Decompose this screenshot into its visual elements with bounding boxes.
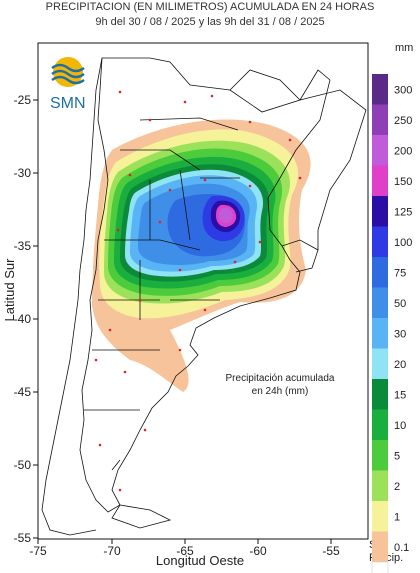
legend-swatch <box>372 135 388 166</box>
legend-level-label: 125 <box>394 206 412 218</box>
y-tick-label: -55 <box>14 531 32 545</box>
legend-swatch <box>372 440 388 471</box>
legend-level-label: 50 <box>394 298 406 310</box>
legend-swatch <box>372 318 388 349</box>
legend-level-label: 30 <box>394 328 406 340</box>
y-tick-label: -35 <box>14 239 32 253</box>
legend-swatch <box>372 287 388 318</box>
legend: mm Sin Precip. 3002502001501251007550302… <box>369 42 413 573</box>
x-axis-label: Longitud Oeste <box>156 553 244 568</box>
legend-level-label: 5 <box>394 450 400 462</box>
smn-logo: SMN <box>50 57 86 112</box>
accumulation-note-line1: Precipitación acumulada <box>226 373 335 384</box>
legend-level-label: 150 <box>394 176 412 188</box>
logo-text: SMN <box>50 95 86 112</box>
legend-level-label: 0.1 <box>394 542 409 554</box>
legend-no-precip-swatch <box>371 561 389 573</box>
x-tick-label: -70 <box>103 544 121 558</box>
station-dot <box>298 176 302 180</box>
legend-swatch <box>372 104 388 135</box>
x-tick-label: -65 <box>176 544 194 558</box>
subtitle-line: 9h del 30 / 08 / 2025 y las 9h del 31 / … <box>95 16 325 28</box>
legend-swatch <box>372 470 388 501</box>
y-axis: -25 -30 -35 -40 -45 -50 -55 <box>14 93 38 545</box>
station-dot <box>233 260 237 264</box>
station-dot <box>116 228 120 232</box>
station-dot <box>203 178 207 182</box>
y-tick-label: -50 <box>14 458 32 472</box>
station-dot <box>183 100 187 104</box>
station-dot <box>210 94 214 98</box>
precipitation-field <box>92 119 311 392</box>
x-tick-label: -60 <box>249 544 267 558</box>
tierra-del-fuego <box>111 504 172 529</box>
legend-swatch <box>372 501 388 532</box>
station-dot <box>248 184 252 188</box>
precip-band-200 <box>219 207 233 223</box>
station-dot <box>288 138 292 142</box>
legend-swatch <box>372 409 388 440</box>
logo-wave-icon <box>51 63 85 85</box>
station-dot <box>203 308 207 312</box>
legend-level-label: 100 <box>394 237 412 249</box>
legend-level-label: 10 <box>394 420 406 432</box>
map-title: PRECIPITACION (EN MILIMETROS) ACUMULADA … <box>0 0 420 30</box>
stations <box>94 90 302 492</box>
legend-level-label: 200 <box>394 145 412 157</box>
y-axis-label: Latitud Sur <box>2 258 17 322</box>
station-dot <box>178 348 182 352</box>
legend-swatch <box>372 196 388 227</box>
country-borders <box>41 57 367 536</box>
paraguay-outline <box>229 69 301 101</box>
legend-swatch <box>372 165 388 196</box>
accumulation-note-line2: en 24h (mm) <box>252 386 309 397</box>
station-dot <box>168 188 172 192</box>
argentina-outline <box>79 57 331 513</box>
legend-swatch <box>372 348 388 379</box>
x-tick-label: -75 <box>29 544 47 558</box>
station-dot <box>108 328 112 332</box>
legend-swatch <box>372 257 388 288</box>
legend-unit: mm <box>395 42 413 54</box>
legend-swatch <box>372 531 388 562</box>
station-dot <box>118 90 122 94</box>
legend-swatch <box>372 74 388 105</box>
legend-swatch <box>372 379 388 410</box>
station-dot <box>118 488 122 492</box>
legend-level-label: 75 <box>394 267 406 279</box>
legend-level-label: 2 <box>394 481 400 493</box>
province-lines <box>84 117 240 471</box>
legend-level-label: 250 <box>394 115 412 127</box>
station-dot <box>128 173 132 177</box>
x-axis: -75 -70 -65 -60 -55 <box>29 539 340 558</box>
legend-level-label: 15 <box>394 389 406 401</box>
station-dot <box>98 443 102 447</box>
station-dot <box>123 370 127 374</box>
station-dot <box>178 268 182 272</box>
station-dot <box>258 240 262 244</box>
x-tick-label: -55 <box>322 544 340 558</box>
title-line: PRECIPITACION (EN MILIMETROS) ACUMULADA … <box>45 1 375 13</box>
y-tick-label: -45 <box>14 385 32 399</box>
station-dot <box>248 120 252 124</box>
legend-swatch <box>372 226 388 257</box>
legend-level-label: 20 <box>394 359 406 371</box>
station-dot <box>138 298 142 302</box>
station-dot <box>158 220 162 224</box>
y-tick-label: -25 <box>14 93 32 107</box>
brazil-outline <box>299 89 367 250</box>
legend-level-label: 300 <box>394 84 412 96</box>
legend-level-label: 1 <box>394 511 400 523</box>
station-dot <box>143 428 147 432</box>
y-tick-label: -30 <box>14 166 32 180</box>
station-dot <box>94 358 98 362</box>
chile-coast <box>41 57 103 536</box>
y-tick-label: -40 <box>14 312 32 326</box>
station-dot <box>148 118 152 122</box>
